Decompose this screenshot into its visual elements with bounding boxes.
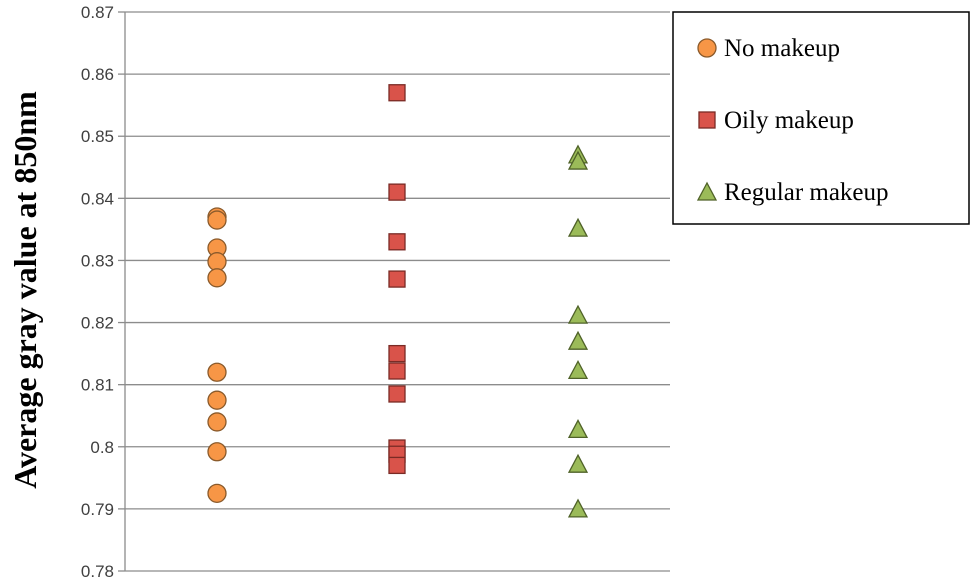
data-point [207,210,227,230]
y-tick-label: 0.85 [81,127,114,146]
data-point [207,268,227,288]
legend-marker [697,38,717,58]
axes [118,11,126,572]
data-point [567,453,589,473]
data-point [567,418,589,439]
data-point [388,233,406,251]
data-point [207,362,227,382]
y-tick-label: 0.84 [81,189,114,208]
y-tick-label: 0.79 [81,500,114,519]
y-tick-label: 0.83 [81,251,114,270]
data-point [207,442,227,462]
series-square [388,84,406,475]
series-circle [207,207,227,504]
data-point [388,84,406,102]
legend-label: Regular makeup [724,179,889,206]
data-point [567,330,589,350]
data-point [567,359,589,380]
legend-item: Oily makeup [698,107,854,134]
data-point [388,183,406,201]
data-point [207,252,227,272]
y-tick-label: 0.82 [81,314,114,333]
y-axis-label: Average gray value at 850nm [7,91,43,489]
y-tick-label: 0.78 [81,562,114,581]
data-point [567,150,589,170]
y-tick-label: 0.81 [81,376,114,395]
legend-marker [698,111,716,129]
y-tick-label: 0.87 [81,3,114,22]
y-tick-label: 0.86 [81,65,114,84]
legend-box [672,11,970,225]
data-point [207,412,227,432]
y-tick-labels: 0.78 0.79 0.8 0.81 0.82 0.83 0.84 0.85 0.86 0.87 [81,3,114,581]
data-point [207,483,227,504]
data-point [388,362,406,380]
data-point [207,390,227,410]
data-point [388,385,406,403]
data-point [388,270,406,288]
data-point [567,304,589,324]
data-points [207,84,589,518]
series-triangle [567,144,589,518]
legend-marker [696,181,718,201]
legend-item: No makeup [697,35,840,62]
data-point [388,456,406,475]
legend-item: Regular makeup [696,179,889,206]
legend: No makeup Oily makeup Regular makeup [672,11,970,225]
legend-label: No makeup [724,35,840,62]
data-point [567,498,589,518]
data-point [567,217,589,237]
data-point [388,344,406,363]
y-tick-label: 0.8 [90,438,114,457]
legend-label: Oily makeup [724,107,854,134]
